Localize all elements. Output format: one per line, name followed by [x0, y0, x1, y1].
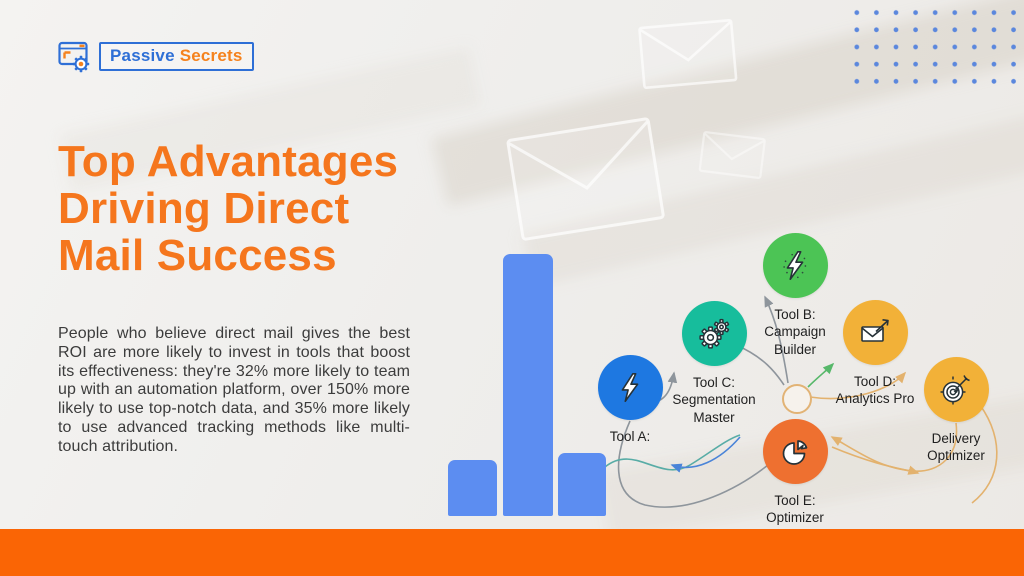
tool-c-circle: [681, 301, 747, 366]
diagram-hub-circle: [782, 384, 812, 414]
lightning-icon: [783, 250, 807, 280]
chart-bar-1: [448, 460, 497, 516]
pie-chart-icon: [782, 439, 808, 465]
delivery-optimizer-label: Delivery Optimizer: [927, 431, 985, 464]
browser-gear-icon: [58, 41, 90, 73]
dot-grid-decoration: [845, 1, 1023, 86]
lightning-icon: [621, 372, 639, 402]
tool-e-label: Tool E: Optimizer: [766, 493, 824, 526]
brand-wordmark: Passive Secrets: [99, 41, 254, 71]
tool-a-circle: [597, 355, 663, 420]
diagram-node-tool-e: Tool E: Optimizer: [730, 419, 860, 527]
brand-word-secrets: Secrets: [179, 45, 243, 65]
gears-icon: [699, 318, 730, 349]
envelope-watermark: [637, 18, 739, 95]
envelope-watermark: [697, 130, 766, 184]
chart-bar-3: [558, 453, 606, 516]
delivery-optimizer-circle: [923, 357, 989, 422]
diagram-node-tool-b: Tool B: Campaign Builder: [730, 233, 860, 358]
tool-c-label: Tool C: Segmentation Master: [672, 375, 756, 425]
footer-bar: [0, 529, 1024, 576]
diagram-node-tool-c: Tool C: Segmentation Master: [649, 301, 779, 426]
diagram-node-delivery-optimizer: Delivery Optimizer: [891, 357, 1021, 465]
brand-word-passive: Passive: [110, 45, 175, 65]
tool-b-label: Tool B: Campaign Builder: [764, 307, 826, 357]
tool-b-circle: [762, 233, 828, 298]
tool-d-circle: [842, 300, 908, 365]
brand-logo: Passive Secrets: [57, 38, 254, 74]
tool-a-label: Tool A:: [609, 429, 651, 444]
chart-bar-2: [502, 254, 553, 516]
diagram-node-tool-a: Tool A:: [565, 355, 695, 445]
body-paragraph: People who believe direct mail gives the…: [58, 325, 410, 455]
page-title: Top Advantages Driving Direct Mail Succe…: [58, 137, 399, 280]
envelope-arrow-icon: [861, 318, 889, 342]
bar-chart: [448, 254, 606, 516]
target-dart-icon: [940, 374, 970, 404]
tool-d-label: Tool D: Analytics Pro: [835, 374, 915, 407]
tool-e-circle: [762, 419, 828, 484]
diagram-node-tool-d: Tool D: Analytics Pro: [810, 300, 940, 408]
